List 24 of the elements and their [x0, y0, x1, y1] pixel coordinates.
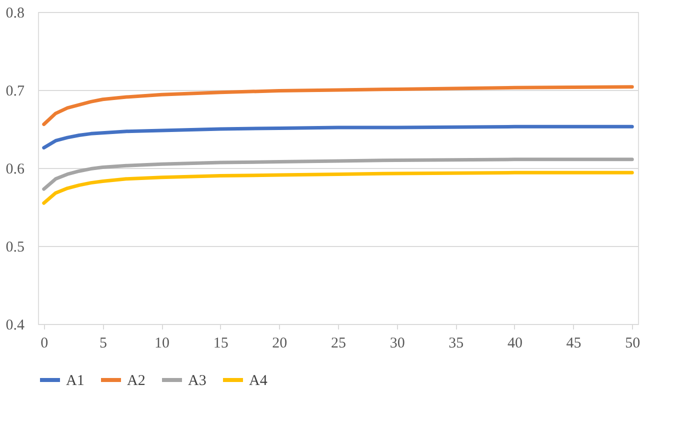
- legend-label: A1: [66, 373, 84, 389]
- x-tick-label: 50: [625, 336, 640, 352]
- x-tick-label: 0: [40, 336, 48, 352]
- x-tick-label: 40: [507, 336, 522, 352]
- line-series: [42, 85, 634, 126]
- x-tick-label: 10: [154, 336, 170, 352]
- line-series: [42, 124, 634, 150]
- line-series: [42, 158, 634, 191]
- x-tick-label: 15: [213, 336, 228, 352]
- y-tick-label: 0.7: [6, 84, 25, 100]
- x-tick-label: 30: [390, 336, 405, 352]
- x-tick-label: 25: [331, 336, 346, 352]
- x-tick-label: 5: [99, 336, 107, 352]
- x-tick-label: 35: [448, 336, 464, 352]
- legend-label: A2: [127, 373, 146, 389]
- y-tick-label: 0.6: [6, 162, 25, 178]
- x-tick-label: 20: [272, 336, 288, 352]
- y-tick-label: 0.8: [6, 6, 24, 22]
- legend-label: A4: [249, 373, 268, 389]
- y-tick-label: 0.5: [6, 240, 24, 256]
- y-tick-label: 0.4: [6, 318, 25, 334]
- line-series: [42, 170, 634, 205]
- x-tick-label: 45: [566, 336, 582, 352]
- legend-label: A3: [188, 373, 206, 389]
